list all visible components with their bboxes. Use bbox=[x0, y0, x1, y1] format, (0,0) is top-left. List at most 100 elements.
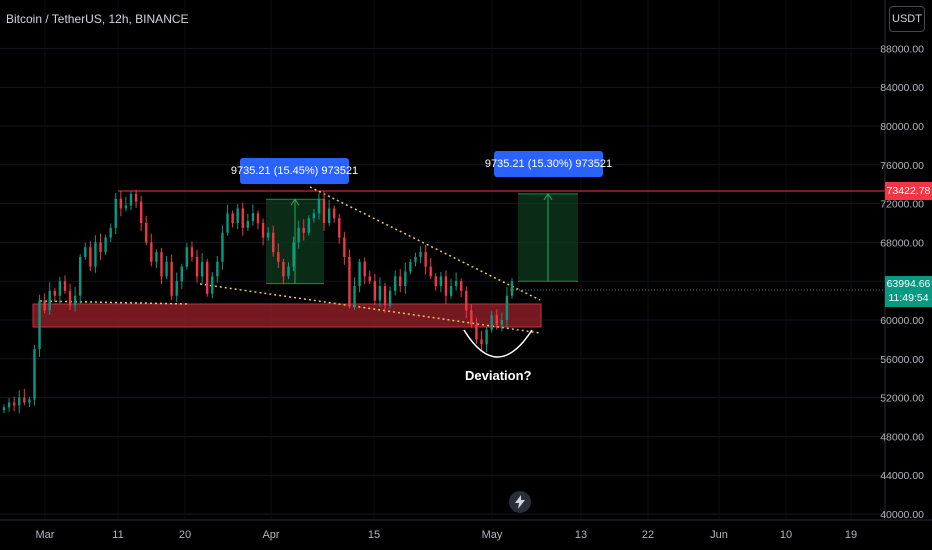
y-tick-label: 84000.00 bbox=[880, 82, 924, 94]
candle bbox=[429, 266, 432, 277]
candle bbox=[190, 247, 194, 257]
candle bbox=[145, 223, 148, 243]
rising-support-line[interactable] bbox=[39, 300, 191, 305]
candle bbox=[206, 261, 209, 294]
candle bbox=[327, 208, 331, 223]
x-tick-label: 19 bbox=[845, 529, 857, 541]
candle bbox=[348, 256, 351, 306]
candle bbox=[216, 261, 219, 277]
currency-badge[interactable]: USDT bbox=[889, 6, 925, 32]
candle bbox=[104, 237, 107, 253]
candle bbox=[150, 242, 153, 262]
candle bbox=[12, 402, 16, 406]
bar-countdown: 11:49:54 bbox=[888, 292, 929, 304]
candle bbox=[460, 281, 463, 291]
measure-arrow-head bbox=[543, 192, 553, 201]
candle bbox=[53, 290, 56, 296]
candle bbox=[454, 281, 458, 287]
y-tick-label: 76000.00 bbox=[880, 160, 924, 172]
resistance-price-value: 73422.78 bbox=[886, 185, 931, 197]
x-tick-label: 13 bbox=[575, 529, 587, 541]
candle bbox=[251, 213, 255, 222]
candle bbox=[343, 237, 346, 257]
candle bbox=[272, 232, 275, 253]
candle bbox=[134, 193, 138, 202]
candle bbox=[226, 213, 229, 233]
demand-zone[interactable] bbox=[32, 303, 542, 328]
x-tick-label: 11 bbox=[112, 529, 123, 541]
deviation-annotation: Deviation? bbox=[465, 368, 532, 383]
candle bbox=[419, 252, 422, 257]
y-tick-label: 80000.00 bbox=[880, 121, 924, 133]
candle bbox=[139, 201, 143, 223]
candle bbox=[317, 198, 321, 214]
candle bbox=[175, 281, 178, 296]
candle bbox=[73, 295, 77, 306]
candle bbox=[353, 286, 356, 306]
candle bbox=[185, 247, 189, 267]
candle bbox=[241, 208, 244, 228]
candle bbox=[165, 261, 168, 277]
x-tick-label: 10 bbox=[780, 529, 792, 541]
candle bbox=[129, 193, 133, 206]
x-tick-label: Jun bbox=[710, 529, 728, 541]
candle bbox=[393, 276, 397, 291]
y-tick-label: 48000.00 bbox=[880, 431, 924, 443]
y-tick-label: 68000.00 bbox=[880, 237, 924, 249]
candle bbox=[38, 300, 41, 350]
candle bbox=[338, 218, 341, 238]
candle bbox=[383, 286, 387, 306]
candle bbox=[510, 281, 514, 296]
candle bbox=[399, 276, 402, 287]
bolt-icon[interactable] bbox=[509, 491, 531, 513]
candle bbox=[378, 286, 382, 301]
candle bbox=[500, 320, 504, 325]
deviation-curve bbox=[463, 329, 533, 358]
candle bbox=[43, 300, 46, 311]
candle bbox=[160, 252, 163, 277]
candle bbox=[292, 242, 295, 267]
x-tick-label: Apr bbox=[262, 529, 279, 541]
x-tick-label: 22 bbox=[642, 529, 654, 541]
descending-support-line[interactable] bbox=[199, 283, 541, 334]
candle bbox=[58, 281, 62, 296]
candle bbox=[444, 276, 448, 296]
candle bbox=[28, 399, 31, 403]
candle bbox=[505, 295, 509, 320]
candle bbox=[63, 281, 67, 291]
candle bbox=[221, 232, 224, 262]
candle bbox=[277, 252, 280, 262]
candle bbox=[414, 256, 417, 262]
candle bbox=[312, 213, 316, 219]
candle bbox=[231, 213, 234, 223]
candle bbox=[180, 266, 183, 282]
measure-label-2[interactable]: 9735.21 (15.30%) 973521 bbox=[485, 151, 612, 177]
candle bbox=[68, 290, 72, 306]
candle bbox=[404, 271, 407, 287]
candle bbox=[84, 247, 87, 257]
candle bbox=[155, 252, 158, 262]
x-tick-label: 20 bbox=[179, 529, 191, 541]
candle bbox=[409, 261, 412, 272]
candle bbox=[48, 290, 51, 311]
candle bbox=[297, 227, 300, 243]
resistance-price-tag: 73422.78 bbox=[885, 182, 932, 200]
candle bbox=[236, 208, 239, 223]
x-tick-label: Mar bbox=[36, 529, 55, 541]
measure-label-1[interactable]: 9735.21 (15.45%) 973521 bbox=[231, 158, 358, 184]
candle bbox=[434, 276, 437, 287]
y-tick-label: 56000.00 bbox=[880, 354, 924, 366]
candle bbox=[200, 261, 204, 277]
candle bbox=[79, 256, 82, 296]
last-price-value: 63994.66 bbox=[886, 278, 931, 290]
candle bbox=[424, 252, 427, 267]
candle bbox=[439, 276, 443, 287]
candle bbox=[18, 397, 21, 406]
candle bbox=[480, 339, 483, 345]
y-tick-label: 52000.00 bbox=[880, 393, 924, 405]
candle bbox=[109, 227, 112, 238]
candle bbox=[333, 208, 336, 219]
candle bbox=[119, 198, 123, 209]
candle bbox=[211, 276, 214, 294]
